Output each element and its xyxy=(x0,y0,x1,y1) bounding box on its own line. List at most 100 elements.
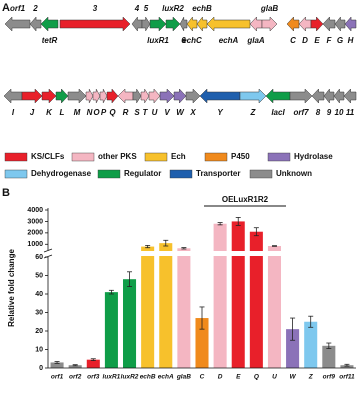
y-axis-label: Relative fold change xyxy=(7,249,16,327)
bar xyxy=(50,362,64,368)
bar xyxy=(141,246,155,368)
gene-label: Q xyxy=(109,108,116,117)
gene-label: 10 xyxy=(335,108,344,117)
gene-arrow xyxy=(173,88,187,104)
gene-label: echB xyxy=(192,4,212,13)
gene-arrow xyxy=(55,88,69,104)
gene-label: orf1 xyxy=(10,4,26,13)
bar xyxy=(104,292,118,368)
break-mark xyxy=(43,254,53,259)
gene-arrow xyxy=(132,88,142,104)
gene-arrow xyxy=(265,88,291,104)
gene-label: echC xyxy=(182,36,202,45)
gene-arrow xyxy=(333,88,345,104)
gene-label: M xyxy=(74,108,81,117)
gene-label: G xyxy=(337,36,343,45)
gene-arrow xyxy=(334,16,346,32)
gene-label: tetR xyxy=(42,36,58,45)
gene-label: 6 xyxy=(181,36,186,45)
y-tick-label: 3000 xyxy=(27,218,43,225)
x-tick-label: orf2 xyxy=(69,374,82,381)
gene-arrow xyxy=(249,16,263,32)
legend-label: Ech xyxy=(171,152,186,161)
x-tick-label: orf3 xyxy=(87,374,100,381)
gene-arrow xyxy=(67,88,87,104)
x-tick-label: echB xyxy=(140,374,156,381)
gene-arrow xyxy=(185,88,201,104)
gene-arrow xyxy=(141,16,151,32)
gene-arrow xyxy=(179,16,188,32)
axis-break xyxy=(44,251,356,256)
bar xyxy=(249,231,263,368)
bar xyxy=(123,279,137,368)
x-tick-label: orf1 xyxy=(51,374,64,381)
legend-swatch xyxy=(169,169,193,179)
gene-label: lacI xyxy=(271,108,285,117)
gene-label: R xyxy=(123,108,129,117)
gene-arrow xyxy=(199,88,241,104)
bar xyxy=(340,365,354,368)
x-tick-label: E xyxy=(236,374,241,381)
gene-label: S xyxy=(134,108,140,117)
gene-arrow xyxy=(286,16,300,32)
gene-label: Y xyxy=(217,108,223,117)
gene-arrow xyxy=(322,16,336,32)
gene-arrow xyxy=(261,16,278,32)
gene-arrow xyxy=(298,16,312,32)
gene-label: N xyxy=(87,108,93,117)
gene-label: 3 xyxy=(93,4,98,13)
gene-arrow xyxy=(323,88,335,104)
gene-label: C xyxy=(290,36,296,45)
gene-arrow xyxy=(21,88,43,104)
bar xyxy=(195,318,209,368)
gene-label: L xyxy=(60,108,65,117)
x-tick-label: W xyxy=(290,374,297,381)
gene-arrow xyxy=(206,16,251,32)
bar xyxy=(159,243,173,368)
x-tick-label: Z xyxy=(308,374,314,381)
x-tick-label: glaB xyxy=(176,374,191,381)
break-mark xyxy=(43,248,53,253)
gene-label: glaB xyxy=(260,4,279,13)
y-tick-label: 4000 xyxy=(27,207,43,214)
x-tick-label: echA xyxy=(158,374,174,381)
gene-label: V xyxy=(164,108,170,117)
y-tick-label: 1000 xyxy=(27,241,43,248)
y-tick-label: 60 xyxy=(35,254,43,261)
legend-swatch xyxy=(4,169,28,179)
gene-label: echA xyxy=(219,36,239,45)
y-tick-label: 0 xyxy=(39,365,43,372)
y-tick-label: 40 xyxy=(35,291,43,298)
gene-arrow xyxy=(59,16,131,32)
legend-label: other PKS xyxy=(98,152,137,161)
legend-label: Transporter xyxy=(196,169,240,178)
gene-label: W xyxy=(176,108,185,117)
y-tick-label: 50 xyxy=(35,272,43,279)
y-tick-label: 30 xyxy=(35,309,43,316)
gene-label: 4 xyxy=(134,4,140,13)
x-tick-label: D xyxy=(218,374,223,381)
gene-arrow xyxy=(29,16,42,32)
legend-swatch xyxy=(267,152,291,162)
y-tick-label: 2000 xyxy=(27,230,43,237)
gene-arrow xyxy=(117,88,134,104)
chart-title: OELuxR1R2 xyxy=(222,195,269,204)
gene-arrow xyxy=(3,88,23,104)
gene-arrow xyxy=(311,88,325,104)
gene-arrow xyxy=(41,88,57,104)
gene-label: U xyxy=(152,108,158,117)
x-tick-label: orf11 xyxy=(339,374,355,381)
gene-label: J xyxy=(30,108,35,117)
gene-arrow xyxy=(92,88,101,104)
gene-arrow xyxy=(140,88,150,104)
legend-label: Dehydrogenase xyxy=(31,169,92,178)
y-tick-label: 10 xyxy=(35,346,43,353)
gene-arrow xyxy=(310,16,324,32)
gene-label: T xyxy=(143,108,149,117)
bar xyxy=(68,365,82,368)
legend-label: P450 xyxy=(231,152,250,161)
bar xyxy=(286,329,300,368)
gene-arrow xyxy=(344,16,357,32)
gene-arrow xyxy=(99,88,108,104)
